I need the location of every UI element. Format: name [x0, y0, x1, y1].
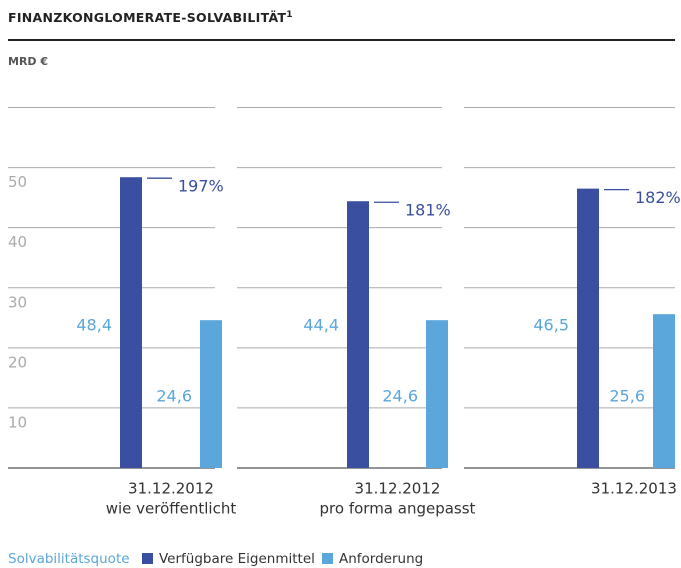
bar — [653, 314, 675, 468]
title-text: FINANZKONGLOMERATE-SOLVABILITÄT — [8, 10, 286, 25]
ratio-label: 182% — [635, 188, 681, 207]
y-tick-label: 50 — [8, 173, 27, 191]
value-label: 24,6 — [156, 387, 192, 406]
unit-label: MRD € — [8, 55, 48, 68]
bar — [426, 320, 448, 468]
x-tick-label: 31.12.2012 — [355, 480, 441, 498]
ratio-label: 197% — [178, 177, 224, 196]
legend-swatch — [322, 553, 333, 564]
y-tick-label: 40 — [8, 233, 27, 251]
bar — [347, 201, 369, 469]
x-tick-label: pro forma angepasst — [320, 500, 476, 518]
legend-label: Solvabilitätsquote — [8, 551, 130, 567]
y-tick-label: 20 — [8, 353, 27, 371]
value-label: 48,4 — [76, 316, 112, 335]
x-tick-label: wie veröffentlicht — [106, 500, 237, 518]
legend-swatch — [142, 553, 153, 564]
ratio-label: 181% — [405, 201, 451, 220]
y-tick-label: 10 — [8, 413, 27, 431]
x-tick-label: 31.12.2012 — [128, 480, 214, 498]
legend-label: Verfügbare Eigenmittel — [159, 551, 315, 567]
title-footnote: 1 — [286, 10, 293, 20]
bar — [200, 320, 222, 468]
chart-title: FINANZKONGLOMERATE-SOLVABILITÄT1 — [8, 10, 293, 25]
value-label: 24,6 — [382, 387, 418, 406]
legend-label: Anforderung — [339, 551, 423, 567]
value-label: 46,5 — [533, 316, 569, 335]
value-label: 44,4 — [303, 316, 339, 335]
y-tick-label: 30 — [8, 293, 27, 311]
value-label: 25,6 — [609, 387, 645, 406]
bar — [577, 188, 599, 469]
x-tick-label: 31.12.2013 — [591, 480, 677, 498]
bar — [120, 177, 142, 469]
